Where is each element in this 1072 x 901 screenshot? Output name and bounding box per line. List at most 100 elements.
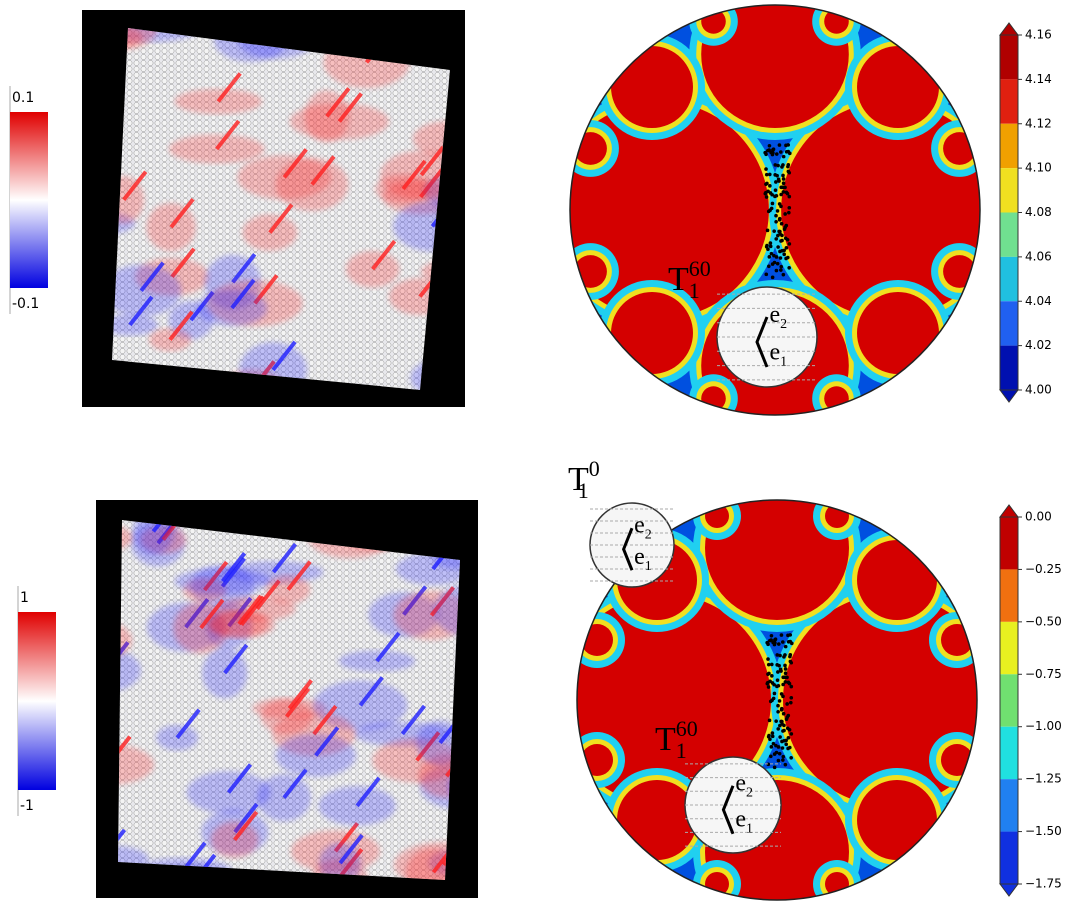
sample-point <box>778 735 782 739</box>
disk <box>570 5 980 415</box>
sample-point <box>777 218 782 222</box>
colorbar-tick-label: 4.04 <box>1025 294 1052 308</box>
annotation-sub: 1 <box>578 478 589 503</box>
region <box>857 780 937 860</box>
annotation-sup: 0 <box>589 456 600 481</box>
sample-point <box>786 736 791 740</box>
sample-point <box>779 719 783 724</box>
colorbar-bottom <box>999 883 1019 897</box>
sample-point <box>765 243 769 248</box>
region <box>825 872 849 896</box>
sample-point <box>767 255 772 259</box>
slip-streak <box>145 0 167 10</box>
slip-streak <box>230 278 256 310</box>
sample-point <box>778 723 782 728</box>
region <box>611 46 693 128</box>
sample-point <box>776 703 780 708</box>
colorbar-tick-label: −1.50 <box>1025 824 1062 838</box>
sample-point <box>766 657 770 661</box>
sample-point <box>780 165 784 169</box>
sample-point <box>778 653 782 658</box>
sample-point <box>789 756 793 760</box>
annotation-sub: 1 <box>689 278 700 303</box>
colorbar-tick-label: 4.06 <box>1025 249 1052 263</box>
vector-sub: 1 <box>780 355 787 370</box>
sample-point <box>784 246 789 250</box>
sample-point <box>781 682 785 687</box>
colorbar-tick-label: 0.00 <box>1025 510 1052 524</box>
sample-point <box>772 765 777 770</box>
sample-point <box>771 148 775 152</box>
sample-point <box>782 738 786 743</box>
sample-point <box>764 272 769 277</box>
slip-streak <box>358 676 384 707</box>
sample-point <box>786 143 791 147</box>
sample-point <box>774 719 778 723</box>
sample-point <box>770 674 774 678</box>
slip-streak <box>151 520 177 533</box>
slip-streak <box>226 763 253 794</box>
sample-point <box>767 718 772 723</box>
colorbar-segment <box>1000 517 1018 570</box>
sample-point <box>767 733 771 738</box>
sample-point <box>783 680 788 684</box>
vector-base: e <box>770 340 781 366</box>
sample-point <box>765 228 770 233</box>
vector-sub: 1 <box>645 559 652 574</box>
sample-point <box>775 663 780 667</box>
vector-label: e1 <box>735 807 753 837</box>
sample-point <box>774 237 779 241</box>
vector-base: e <box>770 302 781 328</box>
colorbar-tick-label: −0.50 <box>1025 614 1062 628</box>
field-blob <box>237 155 332 200</box>
sample-point <box>771 696 776 701</box>
colorbar <box>18 612 56 790</box>
sample-point <box>772 691 777 696</box>
sample-point <box>780 640 785 644</box>
sample-point <box>768 244 773 249</box>
vector-base: e <box>735 771 746 797</box>
colorbar-tick-label: 4.00 <box>1025 383 1052 397</box>
colorbar-segment <box>1000 79 1018 124</box>
region <box>701 386 726 411</box>
sample-point <box>785 191 790 196</box>
sample-point <box>787 242 792 246</box>
sample-point <box>781 272 786 277</box>
sample-point <box>787 210 791 215</box>
colorbar-tick-label: 4.08 <box>1025 205 1052 219</box>
sample-point <box>779 268 783 272</box>
colorbar-min: -1 <box>20 798 34 814</box>
colorbar-segment <box>1000 123 1018 169</box>
sample-point <box>770 275 775 280</box>
sample-point <box>784 742 789 747</box>
sample-point <box>788 654 792 659</box>
sample-point <box>768 679 772 684</box>
sample-point <box>773 163 778 167</box>
colorbar-segment <box>1000 779 1018 832</box>
sample-point <box>788 745 792 750</box>
colorbar-frame <box>999 516 1019 885</box>
sample-point <box>766 209 771 214</box>
sample-point <box>783 225 788 230</box>
sample-point <box>781 711 786 716</box>
sample-point <box>789 684 794 689</box>
field-blob <box>118 648 141 692</box>
sample-point <box>781 177 786 181</box>
sample-point <box>765 640 769 645</box>
slip-streak <box>271 340 297 372</box>
sample-point <box>775 261 780 266</box>
vector-base: e <box>634 544 645 570</box>
sample-point <box>779 692 784 696</box>
sample-point <box>769 745 774 749</box>
slip-streak <box>170 247 196 279</box>
region <box>824 9 849 34</box>
sample-point <box>769 754 773 759</box>
sample-point <box>770 731 775 735</box>
sample-point <box>779 264 784 269</box>
sample-point <box>776 709 780 714</box>
slip-streak <box>199 598 225 630</box>
sample-point <box>769 633 774 638</box>
sample-point <box>786 255 790 260</box>
sample-point <box>783 671 788 675</box>
sample-point <box>777 202 782 206</box>
